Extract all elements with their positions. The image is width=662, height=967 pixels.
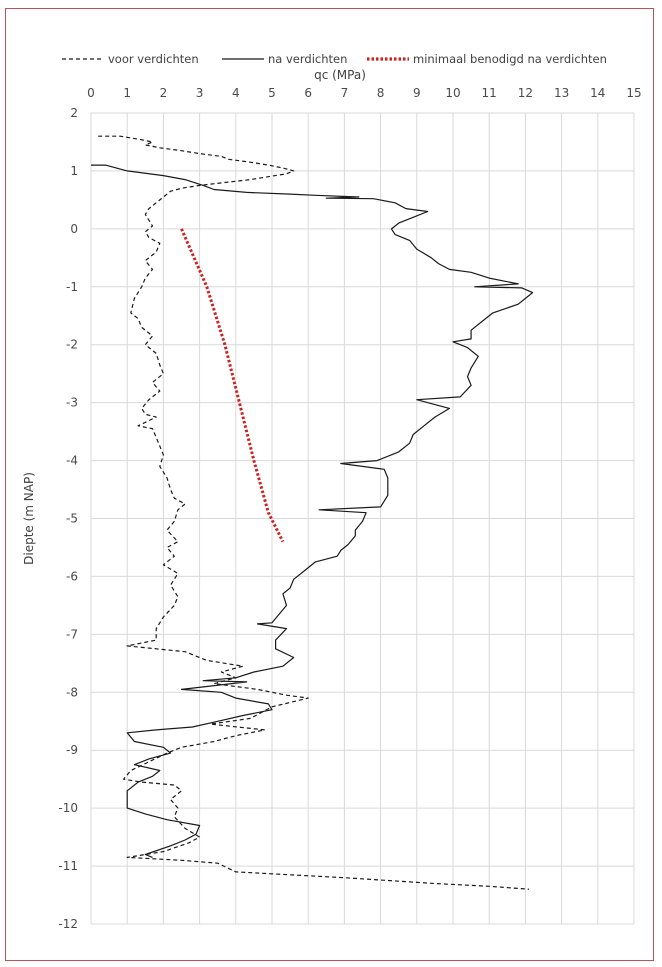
- x-tick-label: 5: [268, 86, 276, 100]
- y-tick-label: -4: [66, 454, 78, 468]
- y-tick-label: -11: [58, 859, 78, 873]
- y-axis-title: Diepte (m NAP): [22, 472, 36, 565]
- x-tick-label: 7: [341, 86, 349, 100]
- x-tick-label: 1: [123, 86, 131, 100]
- y-tick-label: -8: [66, 685, 78, 699]
- x-tick-label: 3: [196, 86, 204, 100]
- x-tick-label: 4: [232, 86, 240, 100]
- y-tick-label: -6: [66, 569, 78, 583]
- legend-label-voor-verdichten: voor verdichten: [108, 52, 199, 66]
- y-tick-label: -3: [66, 396, 78, 410]
- y-tick-label: 2: [70, 106, 78, 120]
- y-tick-label: -12: [58, 917, 78, 931]
- y-tick-label: -10: [58, 801, 78, 815]
- y-tick-label: 1: [70, 164, 78, 178]
- legend-label-minimaal-benodigd: minimaal benodigd na verdichten: [413, 52, 607, 66]
- chart-frame: [5, 8, 654, 961]
- y-tick-label: -9: [66, 743, 78, 757]
- x-tick-label: 11: [482, 86, 497, 100]
- y-tick-label: -5: [66, 512, 78, 526]
- y-tick-label: 0: [70, 222, 78, 236]
- axes: qc (MPa) Diepte (m NAP) 0 1 2 3 4 5 6 7 8 9 10 11 12…: [22, 68, 642, 931]
- x-tick-label: 14: [590, 86, 605, 100]
- legend-label-na-verdichten: na verdichten: [268, 52, 347, 66]
- y-tick-label: -7: [66, 627, 78, 641]
- series: [91, 135, 534, 890]
- series-line-2: [180, 228, 285, 543]
- y-tick-label: -1: [66, 280, 78, 294]
- x-tick-label: 15: [626, 86, 641, 100]
- y-tick-label: -2: [66, 338, 78, 352]
- x-axis-title: qc (MPa): [314, 68, 366, 82]
- x-tick-label: 10: [445, 86, 460, 100]
- series-line-0: [98, 135, 530, 890]
- x-tick-label: 0: [87, 86, 95, 100]
- x-tick-label: 6: [304, 86, 312, 100]
- x-tick-label: 12: [518, 86, 533, 100]
- x-tick-label: 8: [377, 86, 385, 100]
- grid: [90, 112, 635, 925]
- x-tick-label: 9: [413, 86, 421, 100]
- legend: voor verdichten na verdichten minimaal b…: [62, 52, 607, 66]
- x-tick-label: 2: [160, 86, 168, 100]
- series-line-1: [91, 164, 534, 858]
- x-tick-label: 13: [554, 86, 569, 100]
